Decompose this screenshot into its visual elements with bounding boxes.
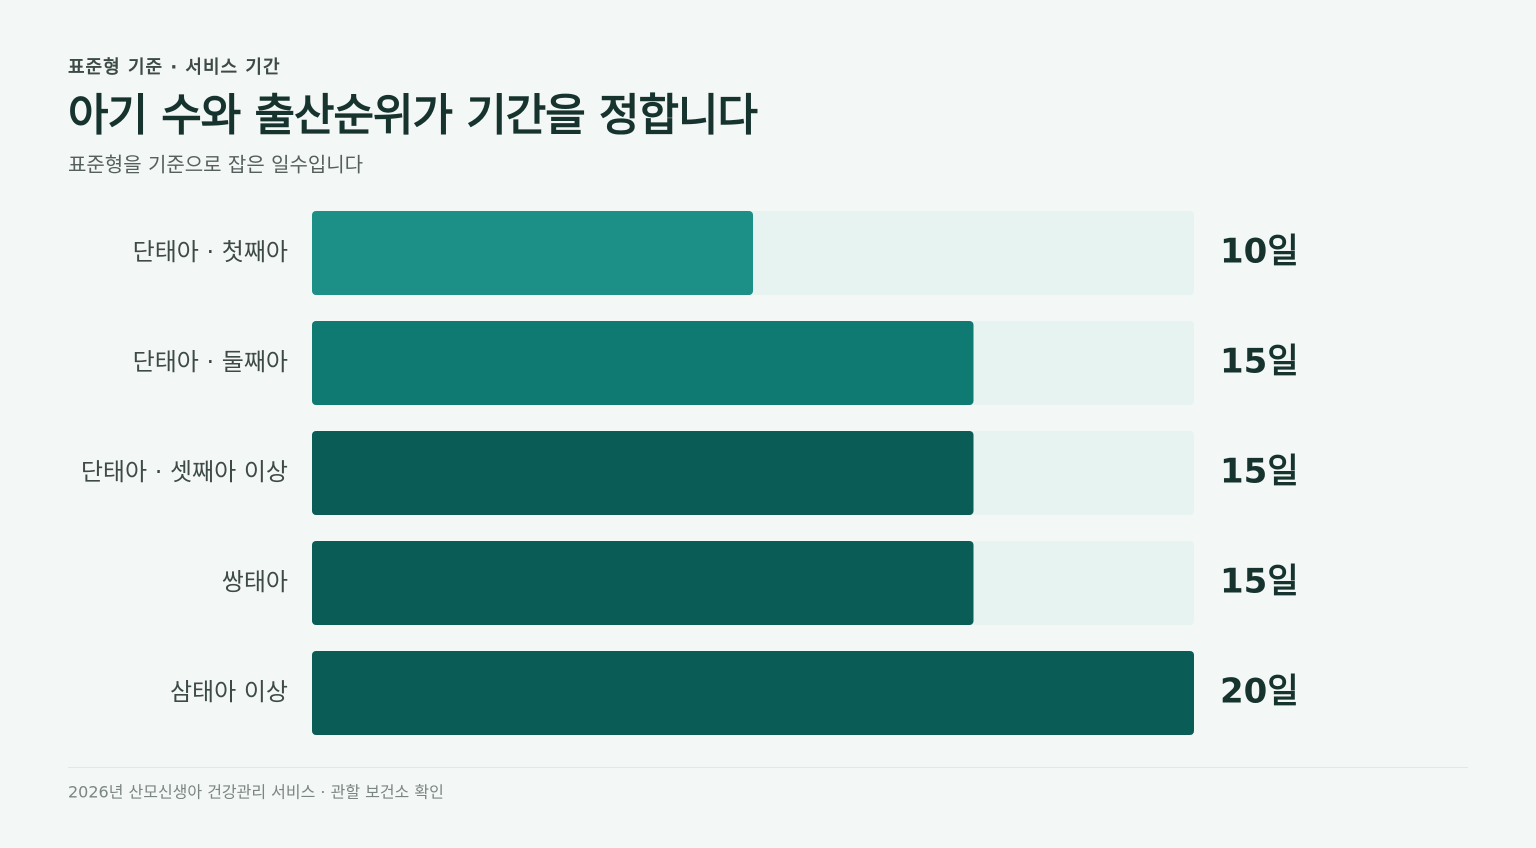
- value-label: 10일: [1220, 232, 1299, 272]
- bar: [312, 321, 974, 405]
- footer: 2026년 산모신생아 건강관리 서비스 · 관할 보건소 확인: [68, 783, 444, 802]
- chart-title: 아기 수와 출산순위가 기간을 정합니다: [68, 90, 757, 141]
- category-label: 삼태아 이상: [170, 678, 288, 706]
- eyebrow: 표준형 기준 · 서비스 기간: [68, 57, 281, 78]
- bar: [312, 211, 753, 295]
- category-label: 단태아 · 첫째아: [133, 238, 288, 266]
- bar: [312, 431, 974, 515]
- value-label: 20일: [1220, 672, 1299, 712]
- value-label: 15일: [1220, 342, 1299, 382]
- bar: [312, 651, 1194, 735]
- category-label: 단태아 · 둘째아: [133, 348, 288, 376]
- value-label: 15일: [1220, 562, 1299, 602]
- bar: [312, 541, 974, 625]
- category-label: 단태아 · 셋째아 이상: [81, 458, 288, 486]
- value-label: 15일: [1220, 452, 1299, 492]
- subtitle: 표준형을 기준으로 잡은 일수입니다: [68, 153, 363, 177]
- category-label: 쌍태아: [222, 568, 288, 596]
